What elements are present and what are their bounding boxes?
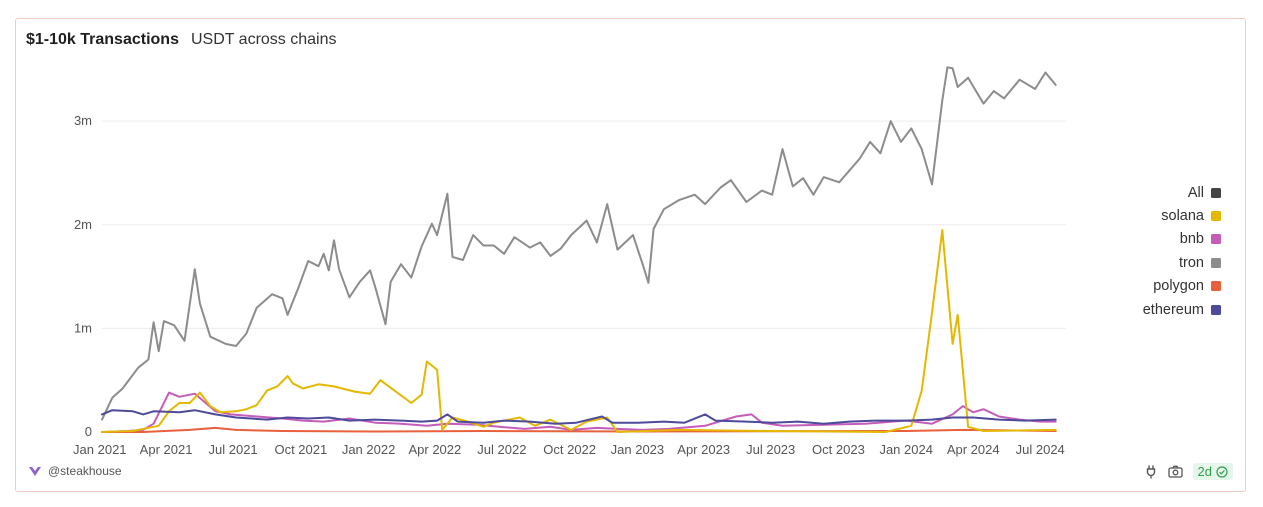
author-handle[interactable]: @steakhouse: [48, 464, 122, 478]
line-chart: 0 1m 2m 3m Jan 2021 Apr 2021 Jul 2021 Oct 2021 J…: [73, 66, 1066, 457]
legend-label: polygon: [1153, 278, 1204, 295]
legend-item-solana[interactable]: solana: [1143, 204, 1221, 227]
x-tick-label: Apr 2024: [947, 442, 1000, 457]
legend-label: tron: [1179, 254, 1204, 271]
series-line-polygon: [101, 426, 1057, 433]
series-line-tron: [101, 66, 1057, 421]
legend-item-bnb[interactable]: bnb: [1143, 228, 1221, 251]
y-tick-label: 0: [85, 424, 92, 439]
x-tick-label: Jul 2023: [746, 442, 795, 457]
legend-swatch: [1211, 304, 1221, 315]
x-tick-label: Jan 2021: [73, 442, 127, 457]
chart-title: $1-10k Transactions: [26, 31, 179, 48]
series-line-solana: [101, 229, 1057, 433]
check-circle-icon: [1216, 465, 1228, 478]
x-tick-label: Oct 2021: [274, 442, 327, 457]
y-tick-label: 3m: [74, 113, 92, 128]
footer-author: @steakhouse: [28, 464, 122, 478]
y-tick-label: 1m: [74, 320, 92, 335]
chart-subtitle: USDT across chains: [190, 31, 337, 48]
plug-icon[interactable]: [1144, 464, 1158, 479]
footer-actions: 2d: [1144, 463, 1233, 480]
legend-swatch: [1211, 234, 1221, 245]
legend-label: All: [1187, 184, 1204, 201]
legend-swatch: [1211, 281, 1221, 292]
chart-legend: All solana bnb tron polygon ethereum: [1143, 181, 1221, 321]
freshness-label: 2d: [1197, 464, 1212, 479]
legend-label: solana: [1161, 208, 1204, 225]
y-tick-label: 2m: [74, 217, 92, 232]
x-tick-label: Oct 2023: [812, 442, 865, 457]
legend-label: bnb: [1179, 231, 1204, 248]
x-tick-label: Apr 2021: [140, 442, 193, 457]
legend-item-ethereum[interactable]: ethereum: [1143, 298, 1221, 321]
x-tick-label: Jul 2021: [209, 442, 258, 457]
legend-item-tron[interactable]: tron: [1143, 251, 1221, 274]
legend-item-all[interactable]: All: [1143, 181, 1221, 204]
chart-header: $1-10k Transactions USDT across chains: [26, 31, 337, 49]
legend-swatch: [1211, 257, 1221, 268]
x-tick-label: Apr 2023: [677, 442, 730, 457]
freshness-badge[interactable]: 2d: [1192, 463, 1233, 480]
x-tick-label: Jul 2024: [1016, 442, 1065, 457]
chart-card: $1-10k Transactions USDT across chains 0…: [15, 18, 1246, 492]
x-tick-label: Jan 2022: [342, 442, 396, 457]
legend-swatch: [1211, 187, 1221, 198]
legend-item-polygon[interactable]: polygon: [1143, 275, 1221, 298]
x-tick-label: Apr 2022: [408, 442, 461, 457]
series-line-ethereum: [101, 409, 1057, 425]
x-tick-label: Jul 2022: [477, 442, 526, 457]
camera-icon[interactable]: [1167, 465, 1183, 478]
steakhouse-logo-icon: [28, 465, 42, 477]
legend-label: ethereum: [1142, 301, 1204, 318]
x-tick-label: Oct 2022: [543, 442, 596, 457]
x-tick-label: Jan 2024: [879, 442, 933, 457]
x-tick-label: Jan 2023: [611, 442, 665, 457]
legend-swatch: [1211, 211, 1221, 222]
